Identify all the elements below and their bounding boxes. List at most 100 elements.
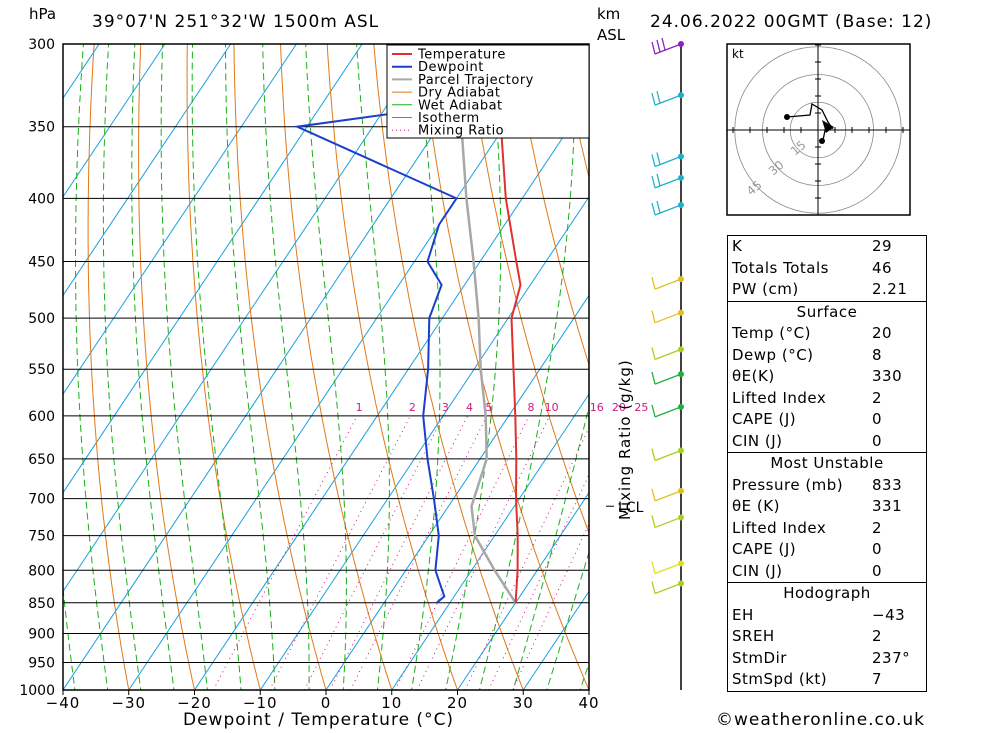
isotherm-line	[63, 44, 100, 100]
surface-box: Surface Temp (°C) 20 Dewp (°C) 8 θE(K) 330 …	[727, 300, 927, 453]
dry-adiabat-line	[280, 44, 393, 690]
isotherm-line	[63, 44, 166, 198]
storm-motion-marker	[822, 120, 834, 133]
mixing-ratio-axis-label: Mixing Ratio (g/kg)	[616, 359, 634, 520]
wind-barb	[654, 516, 682, 529]
x-tick-label: 40	[578, 694, 599, 712]
wind-barb	[654, 449, 682, 462]
mixing-ratio-line	[512, 522, 589, 690]
wet-adiabat-line	[411, 44, 441, 690]
stat-row: CAPE (J) 0	[732, 540, 883, 558]
pressure-tick-label: 900	[28, 626, 55, 642]
stat-row: Temp (°C) 20	[732, 324, 893, 342]
wind-barb	[654, 562, 682, 575]
dry-adiabat-line	[919, 7, 1000, 716]
temperature-profile	[499, 44, 522, 603]
pressure-tick-label: 300	[28, 37, 55, 53]
isotherm-line	[522, 590, 589, 690]
mixing-ratio-label: 1	[356, 401, 363, 414]
legend-entry: Dewpoint	[418, 60, 484, 75]
x-tick-label: 10	[381, 694, 402, 712]
wet-adiabat-line	[75, 44, 109, 690]
hodograph-trace	[786, 102, 834, 144]
height-unit-asl: ASL	[597, 26, 626, 44]
wet-adiabat-line	[160, 44, 208, 690]
pressure-tick-label: 850	[28, 596, 55, 612]
wind-barb	[654, 373, 682, 385]
wind-barb	[654, 204, 682, 216]
stat-row: θE (K) 331	[732, 497, 903, 515]
pressure-tick-label: 400	[28, 191, 55, 207]
isotherm-line	[63, 44, 429, 593]
indices-box: K 29 Totals Totals 46 PW (cm) 2.21	[727, 235, 927, 302]
wind-barb-feather	[651, 202, 656, 216]
dry-adiabat-line	[138, 44, 196, 690]
wind-barb-feather	[651, 276, 656, 290]
isotherm-line	[63, 44, 232, 297]
x-tick-label: −10	[243, 694, 278, 712]
hodograph-stats-box: Hodograph EH −43 SREH 2 StmDir 237° StmSpd …	[727, 582, 927, 692]
stat-row: Lifted Index 2	[732, 388, 883, 407]
wind-barb-feather	[656, 90, 661, 104]
mixing-ratio-label: 5	[485, 401, 492, 414]
dry-adiabat-line	[87, 44, 130, 690]
mixing-ratio-line	[303, 415, 444, 690]
mixing-ratio-label: 20	[612, 401, 626, 414]
stats-panel: K 29 Totals Totals 46 PW (cm) 2.21 Surface …	[727, 235, 927, 692]
legend-entry: Dry Adiabat	[418, 86, 501, 101]
wind-barb	[654, 155, 682, 168]
pressure-tick-label: 950	[28, 655, 55, 671]
wet-adiabat-line	[262, 44, 310, 690]
wind-barb-feather	[651, 41, 656, 55]
wind-barb-feather	[651, 371, 656, 385]
height-unit-km: km	[597, 5, 621, 23]
pressure-tick-label: 450	[28, 255, 55, 271]
copyright-link[interactable]: ©weatheronline.co.uk	[716, 710, 926, 730]
lcl-label: LCL	[618, 500, 644, 516]
isotherm-line	[325, 294, 589, 690]
hodograph-unit-label: kt	[732, 47, 744, 61]
stat-row: K 29	[732, 237, 893, 255]
x-tick-label: 0	[321, 694, 332, 712]
wet-adiabat-line	[512, 405, 589, 690]
wet-adiabat-line	[131, 44, 175, 690]
pressure-tick-label: 1000	[19, 683, 55, 699]
stat-row: SREH 2	[732, 627, 883, 645]
wind-barb	[654, 348, 682, 360]
most-unstable-title: Most Unstable	[770, 454, 884, 472]
wind-barb-feather	[656, 39, 661, 53]
wind-barb-feather	[651, 92, 656, 106]
dry-adiabat-line	[233, 44, 327, 690]
x-tick-label: −40	[46, 694, 81, 712]
mixing-ratio-line	[464, 426, 589, 690]
mixing-ratio-label: 25	[634, 401, 648, 414]
wind-barb	[654, 312, 682, 324]
stat-row: PW (cm) 2.21	[732, 280, 908, 298]
dry-adiabat-line	[186, 44, 261, 690]
surface-title: Surface	[796, 302, 858, 321]
wind-barb-feather	[651, 347, 656, 360]
wind-barb	[654, 94, 682, 106]
wet-adiabat-line	[305, 44, 347, 690]
mixing-ratio-label: 16	[590, 401, 604, 414]
wind-barb	[654, 43, 682, 55]
wind-barb-feather	[651, 404, 656, 418]
wind-barb-feather	[651, 448, 656, 461]
mixing-ratio-label: 4	[466, 401, 473, 414]
pressure-tick-label: 750	[28, 529, 55, 545]
legend-entry: Mixing Ratio	[418, 124, 504, 139]
stat-row: CIN (J) 0	[732, 561, 883, 580]
wind-barb	[654, 406, 682, 418]
dry-adiabat-line	[466, 44, 589, 535]
wind-barb	[654, 177, 682, 189]
legend-entry: Parcel Trajectory	[418, 73, 534, 88]
x-axis-title: Dewpoint / Temperature (°C)	[183, 710, 455, 730]
wet-adiabat-line	[63, 583, 76, 690]
most-unstable-box: Most Unstable Pressure (mb) 833 θE (K) 331…	[727, 452, 927, 583]
dry-adiabat-line	[513, 44, 589, 367]
x-tick-label: −30	[111, 694, 146, 712]
dry-adiabat-line	[326, 44, 459, 690]
